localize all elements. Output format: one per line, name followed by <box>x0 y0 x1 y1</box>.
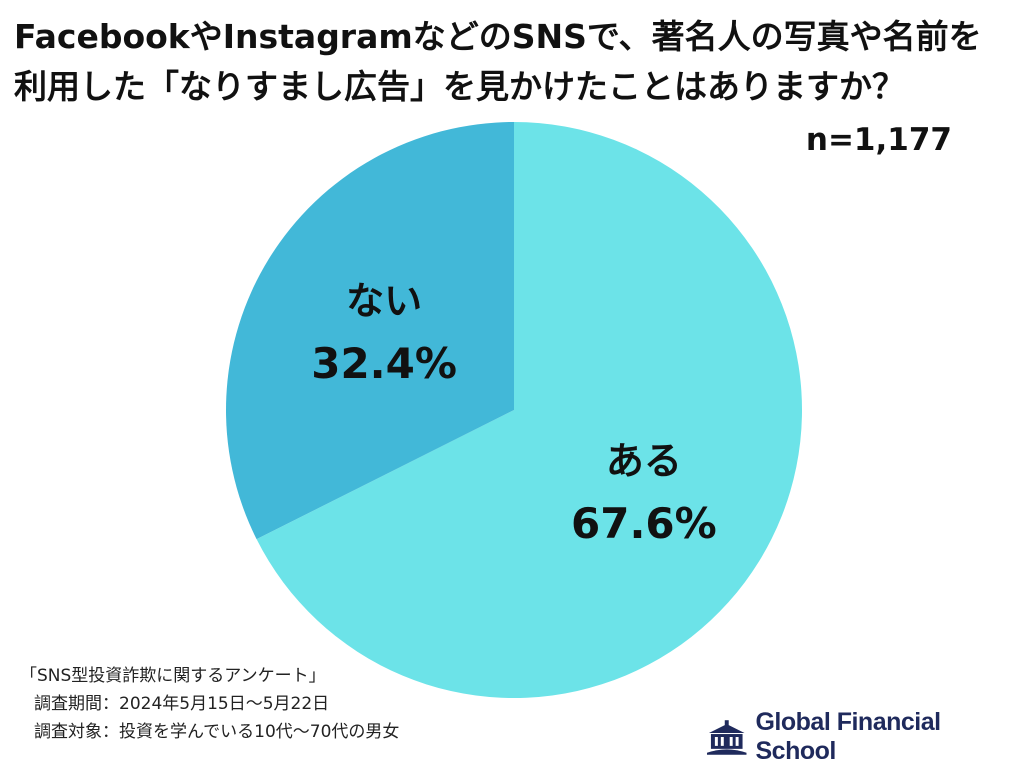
slice-label-1: ある <box>606 439 682 483</box>
brand-logo: Global Financial School <box>706 708 1024 766</box>
school-building-icon <box>706 720 747 755</box>
sample-size: n=1,177 <box>805 122 952 158</box>
survey-period: 調査期間：2024年5月15日～5月22日 <box>34 694 330 714</box>
pie-slice-2 <box>226 122 514 540</box>
survey-name: 「SNS型投資詐欺に関するアンケート」 <box>20 666 326 686</box>
survey-notes: 「SNS型投資詐欺に関するアンケート」 調査期間：2024年5月15日～5月22… <box>20 662 399 746</box>
slice-label-2: ない <box>346 279 422 323</box>
survey-target: 調査対象：投資を学んでいる10代～70代の男女 <box>34 722 400 742</box>
slice-value-1: 67.6% <box>571 499 717 548</box>
pie-slice-1 <box>256 122 802 699</box>
brand-name: Global Financial School <box>755 708 941 765</box>
chart-title: FacebookやInstagramなどのSNSで、著名人の写真や名前を 利用し… <box>14 17 982 106</box>
slice-value-2: 32.4% <box>311 339 457 388</box>
